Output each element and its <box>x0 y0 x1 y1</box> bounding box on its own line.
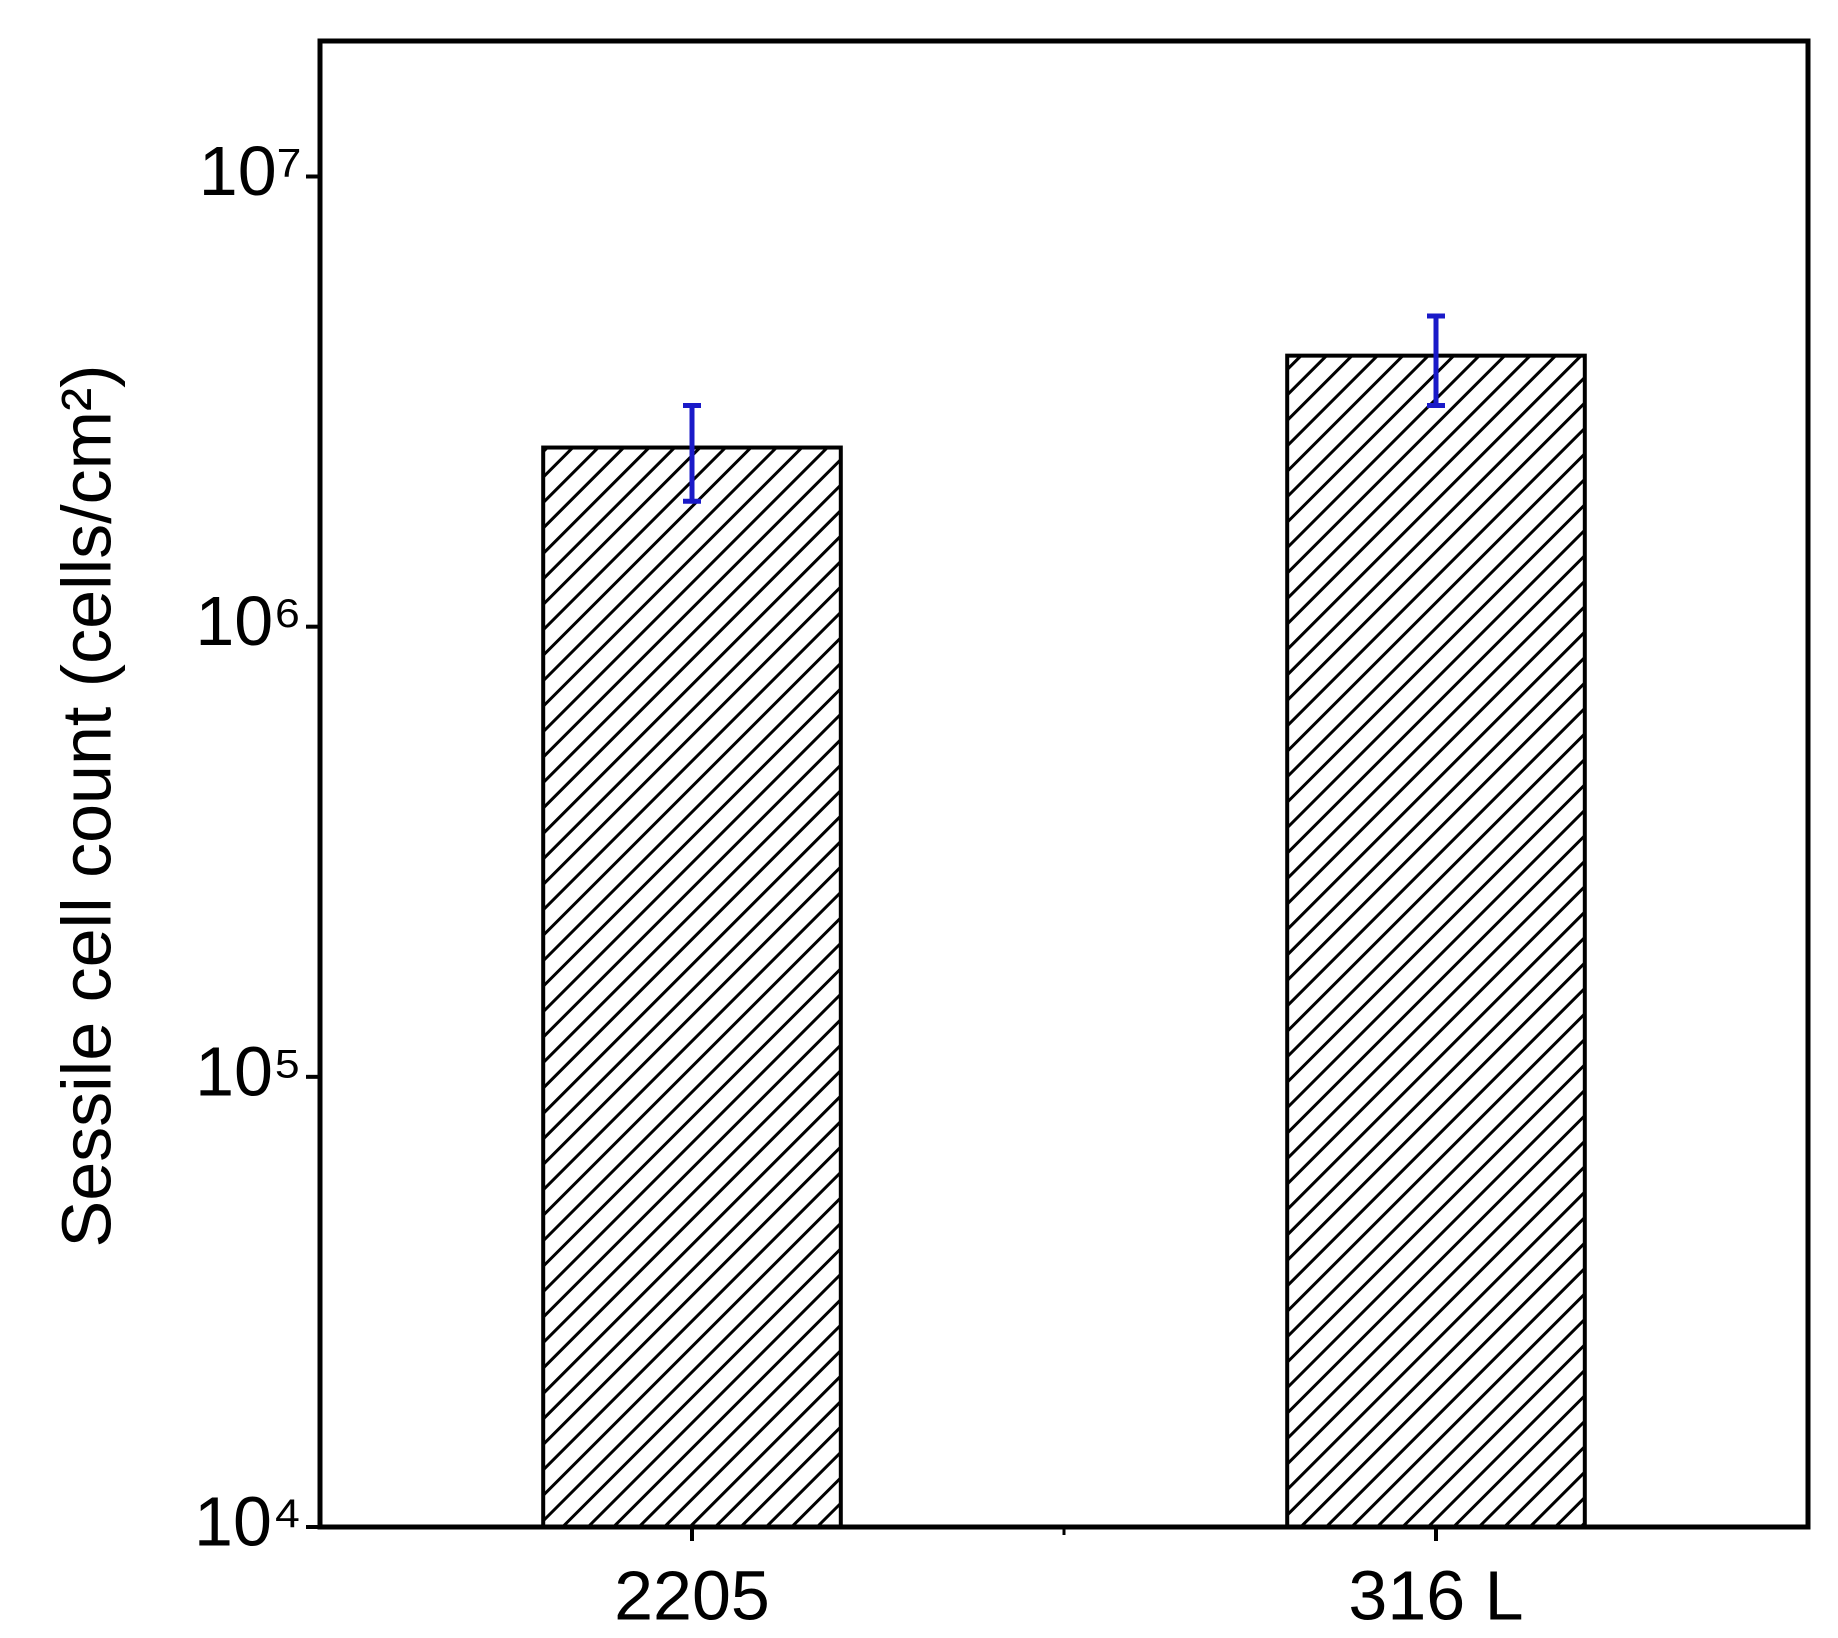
plot-frame <box>317 38 1811 1530</box>
error-bar <box>1427 313 1445 408</box>
x-tick-label: 316 L <box>1348 1556 1523 1634</box>
y-tick-label: 10⁴ <box>194 1482 302 1560</box>
y-tick-label: 10⁷ <box>199 132 302 210</box>
bar <box>1285 353 1587 1529</box>
error-bar <box>683 402 701 504</box>
y-tick-label: 10⁵ <box>195 1032 302 1110</box>
x-tick-label: 2205 <box>614 1556 770 1634</box>
y-tick-label: 10⁶ <box>195 582 302 660</box>
y-axis-title: Sessile cell count (cells/cm²) <box>47 365 125 1248</box>
bar <box>541 445 843 1530</box>
